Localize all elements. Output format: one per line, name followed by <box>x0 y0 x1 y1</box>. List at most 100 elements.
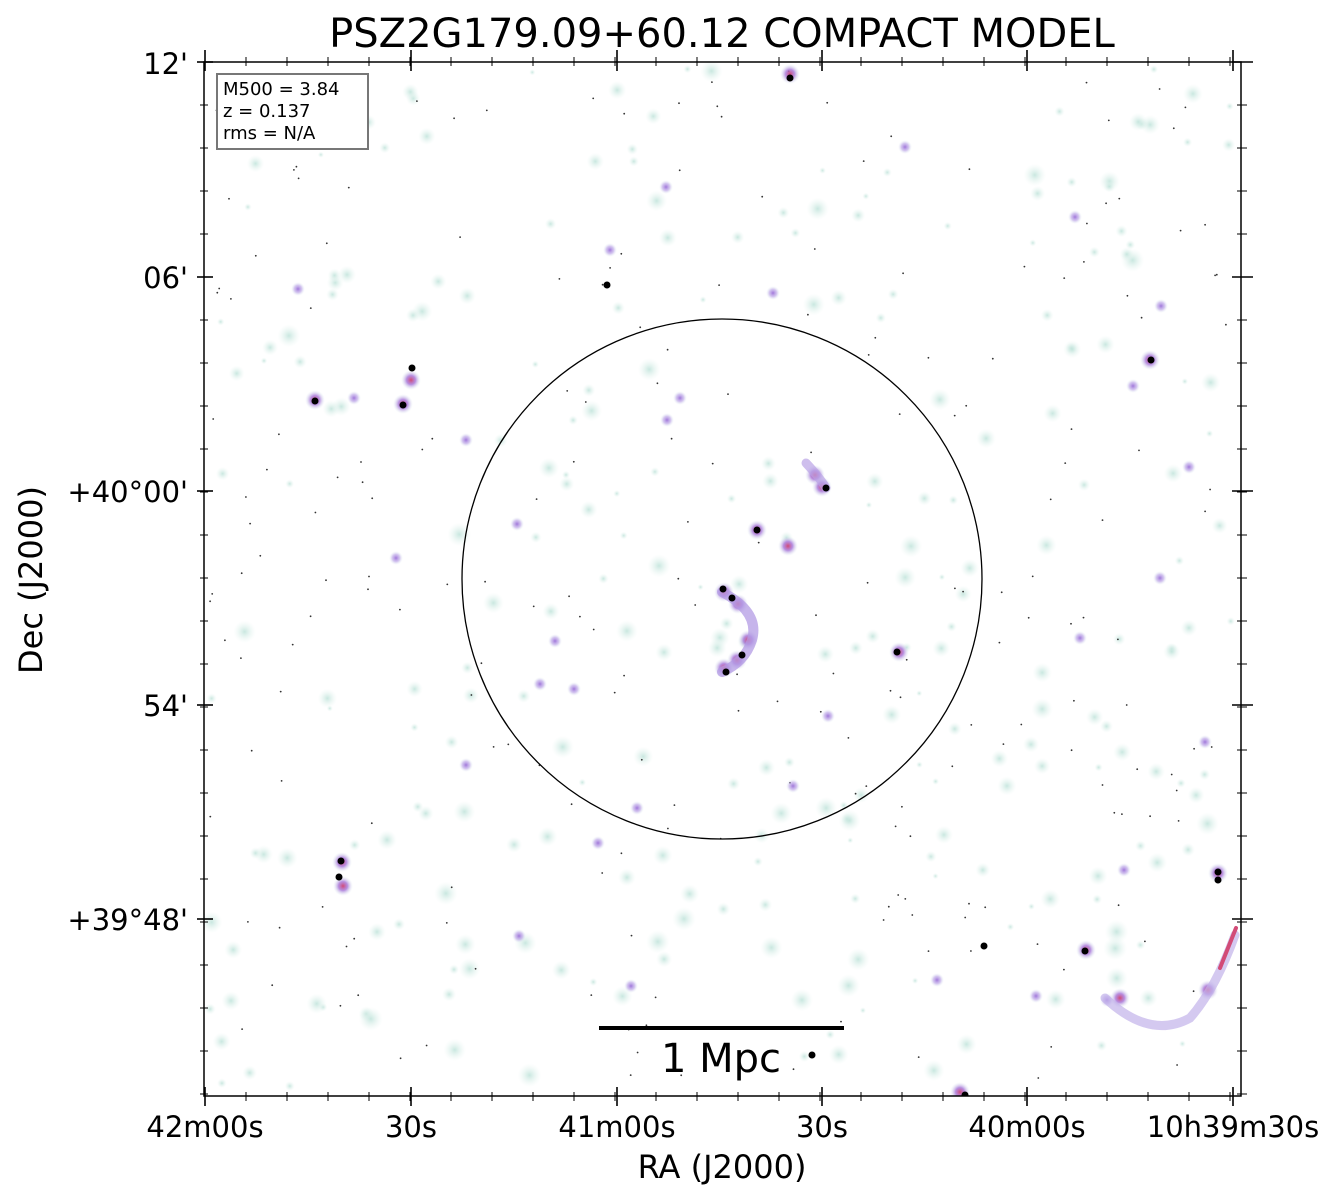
noise-speck <box>1023 265 1026 268</box>
noise-speck <box>1070 428 1073 430</box>
bright-radio-source <box>950 1082 970 1096</box>
noise-speck <box>579 615 581 618</box>
faint-source <box>947 722 962 736</box>
noise-speck <box>687 521 689 523</box>
source-core <box>335 873 343 881</box>
source-core <box>1214 868 1222 876</box>
faint-source <box>650 467 660 477</box>
source-core <box>893 648 901 656</box>
noise-speck <box>898 413 901 415</box>
faint-source <box>448 964 460 975</box>
faint-source <box>917 491 932 506</box>
noise-speck <box>1036 943 1039 945</box>
noise-speck <box>309 615 312 618</box>
noise-speck <box>339 1004 342 1007</box>
faint-source <box>761 456 776 471</box>
noise-speck <box>736 673 738 676</box>
radio-source <box>1154 299 1168 313</box>
noise-speck <box>230 298 232 300</box>
faint-source <box>1104 919 1129 944</box>
noise-speck <box>309 307 312 309</box>
noise-speck <box>813 248 816 250</box>
faint-source <box>1105 967 1128 990</box>
noise-speck <box>336 476 339 479</box>
faint-source <box>358 1006 383 1031</box>
noise-speck <box>592 628 595 631</box>
radio-source <box>567 682 581 696</box>
radio-source <box>624 979 638 993</box>
faint-source <box>887 288 899 300</box>
radio-source <box>510 517 524 531</box>
noise-speck <box>1107 119 1110 122</box>
noise-speck <box>1117 904 1120 907</box>
radio-source <box>660 413 674 427</box>
noise-speck <box>271 984 274 987</box>
faint-source <box>1103 180 1116 193</box>
faint-source <box>1147 852 1168 873</box>
noise-speck <box>968 902 970 905</box>
faint-source <box>538 457 560 479</box>
faint-source <box>530 531 542 543</box>
noise-speck <box>353 937 356 940</box>
faint-source <box>975 862 991 878</box>
noise-speck <box>1086 222 1088 225</box>
radio-source <box>347 391 361 405</box>
faint-source <box>1199 768 1211 781</box>
faint-source <box>672 907 696 931</box>
faint-source <box>348 839 361 851</box>
faint-source <box>242 1065 257 1081</box>
noise-speck <box>862 160 865 163</box>
faint-source <box>929 388 951 411</box>
noise-speck <box>266 468 268 471</box>
core-source-layer <box>311 74 1222 1096</box>
faint-source <box>1027 903 1035 910</box>
noise-speck <box>1113 811 1116 814</box>
faint-source <box>1066 176 1077 188</box>
faint-source <box>529 69 536 76</box>
noise-speck <box>847 737 850 739</box>
noise-speck <box>209 815 212 818</box>
faint-source <box>1113 632 1126 646</box>
source-core <box>719 585 727 593</box>
faint-source <box>228 365 245 382</box>
faint-source <box>1036 535 1057 556</box>
noise-speck <box>1149 815 1151 818</box>
faint-source <box>859 1007 867 1014</box>
noise-speck <box>1214 274 1216 277</box>
faint-source <box>753 856 763 867</box>
noise-speck <box>254 254 257 257</box>
faint-source <box>544 218 557 230</box>
noise-speck <box>968 168 971 171</box>
noise-speck <box>645 1024 648 1027</box>
noise-speck <box>874 336 877 339</box>
bright-radio-source <box>780 64 800 84</box>
faint-source <box>217 318 225 326</box>
radio-source <box>389 551 403 565</box>
faint-source <box>551 735 574 759</box>
faint-source <box>1181 378 1189 385</box>
noise-speck <box>678 169 681 172</box>
faint-source <box>1031 698 1053 720</box>
x-tick-label: 30s <box>385 1110 437 1144</box>
faint-source <box>377 830 397 850</box>
noise-speck <box>677 577 680 580</box>
faint-source <box>1140 114 1160 135</box>
noise-speck <box>680 1074 683 1077</box>
noise-speck <box>623 112 626 115</box>
noise-speck <box>1050 1046 1053 1048</box>
y-tick-labels: 12' 06' +40°00' 54' +39°48' <box>67 47 188 937</box>
noise-speck <box>601 283 604 286</box>
faint-source <box>327 268 342 283</box>
x-tick-label: 10h39m30s <box>1147 1110 1319 1144</box>
faint-source <box>626 143 638 155</box>
noise-speck <box>854 792 857 795</box>
faint-source <box>402 83 419 101</box>
faint-source <box>846 948 870 971</box>
faint-source <box>368 923 386 941</box>
noise-speck <box>360 461 362 463</box>
faint-source <box>758 897 773 912</box>
noise-speck <box>1070 749 1073 752</box>
faint-source <box>559 476 575 492</box>
x-axis-label: RA (J2000) <box>638 1148 807 1186</box>
noise-speck <box>584 401 587 403</box>
